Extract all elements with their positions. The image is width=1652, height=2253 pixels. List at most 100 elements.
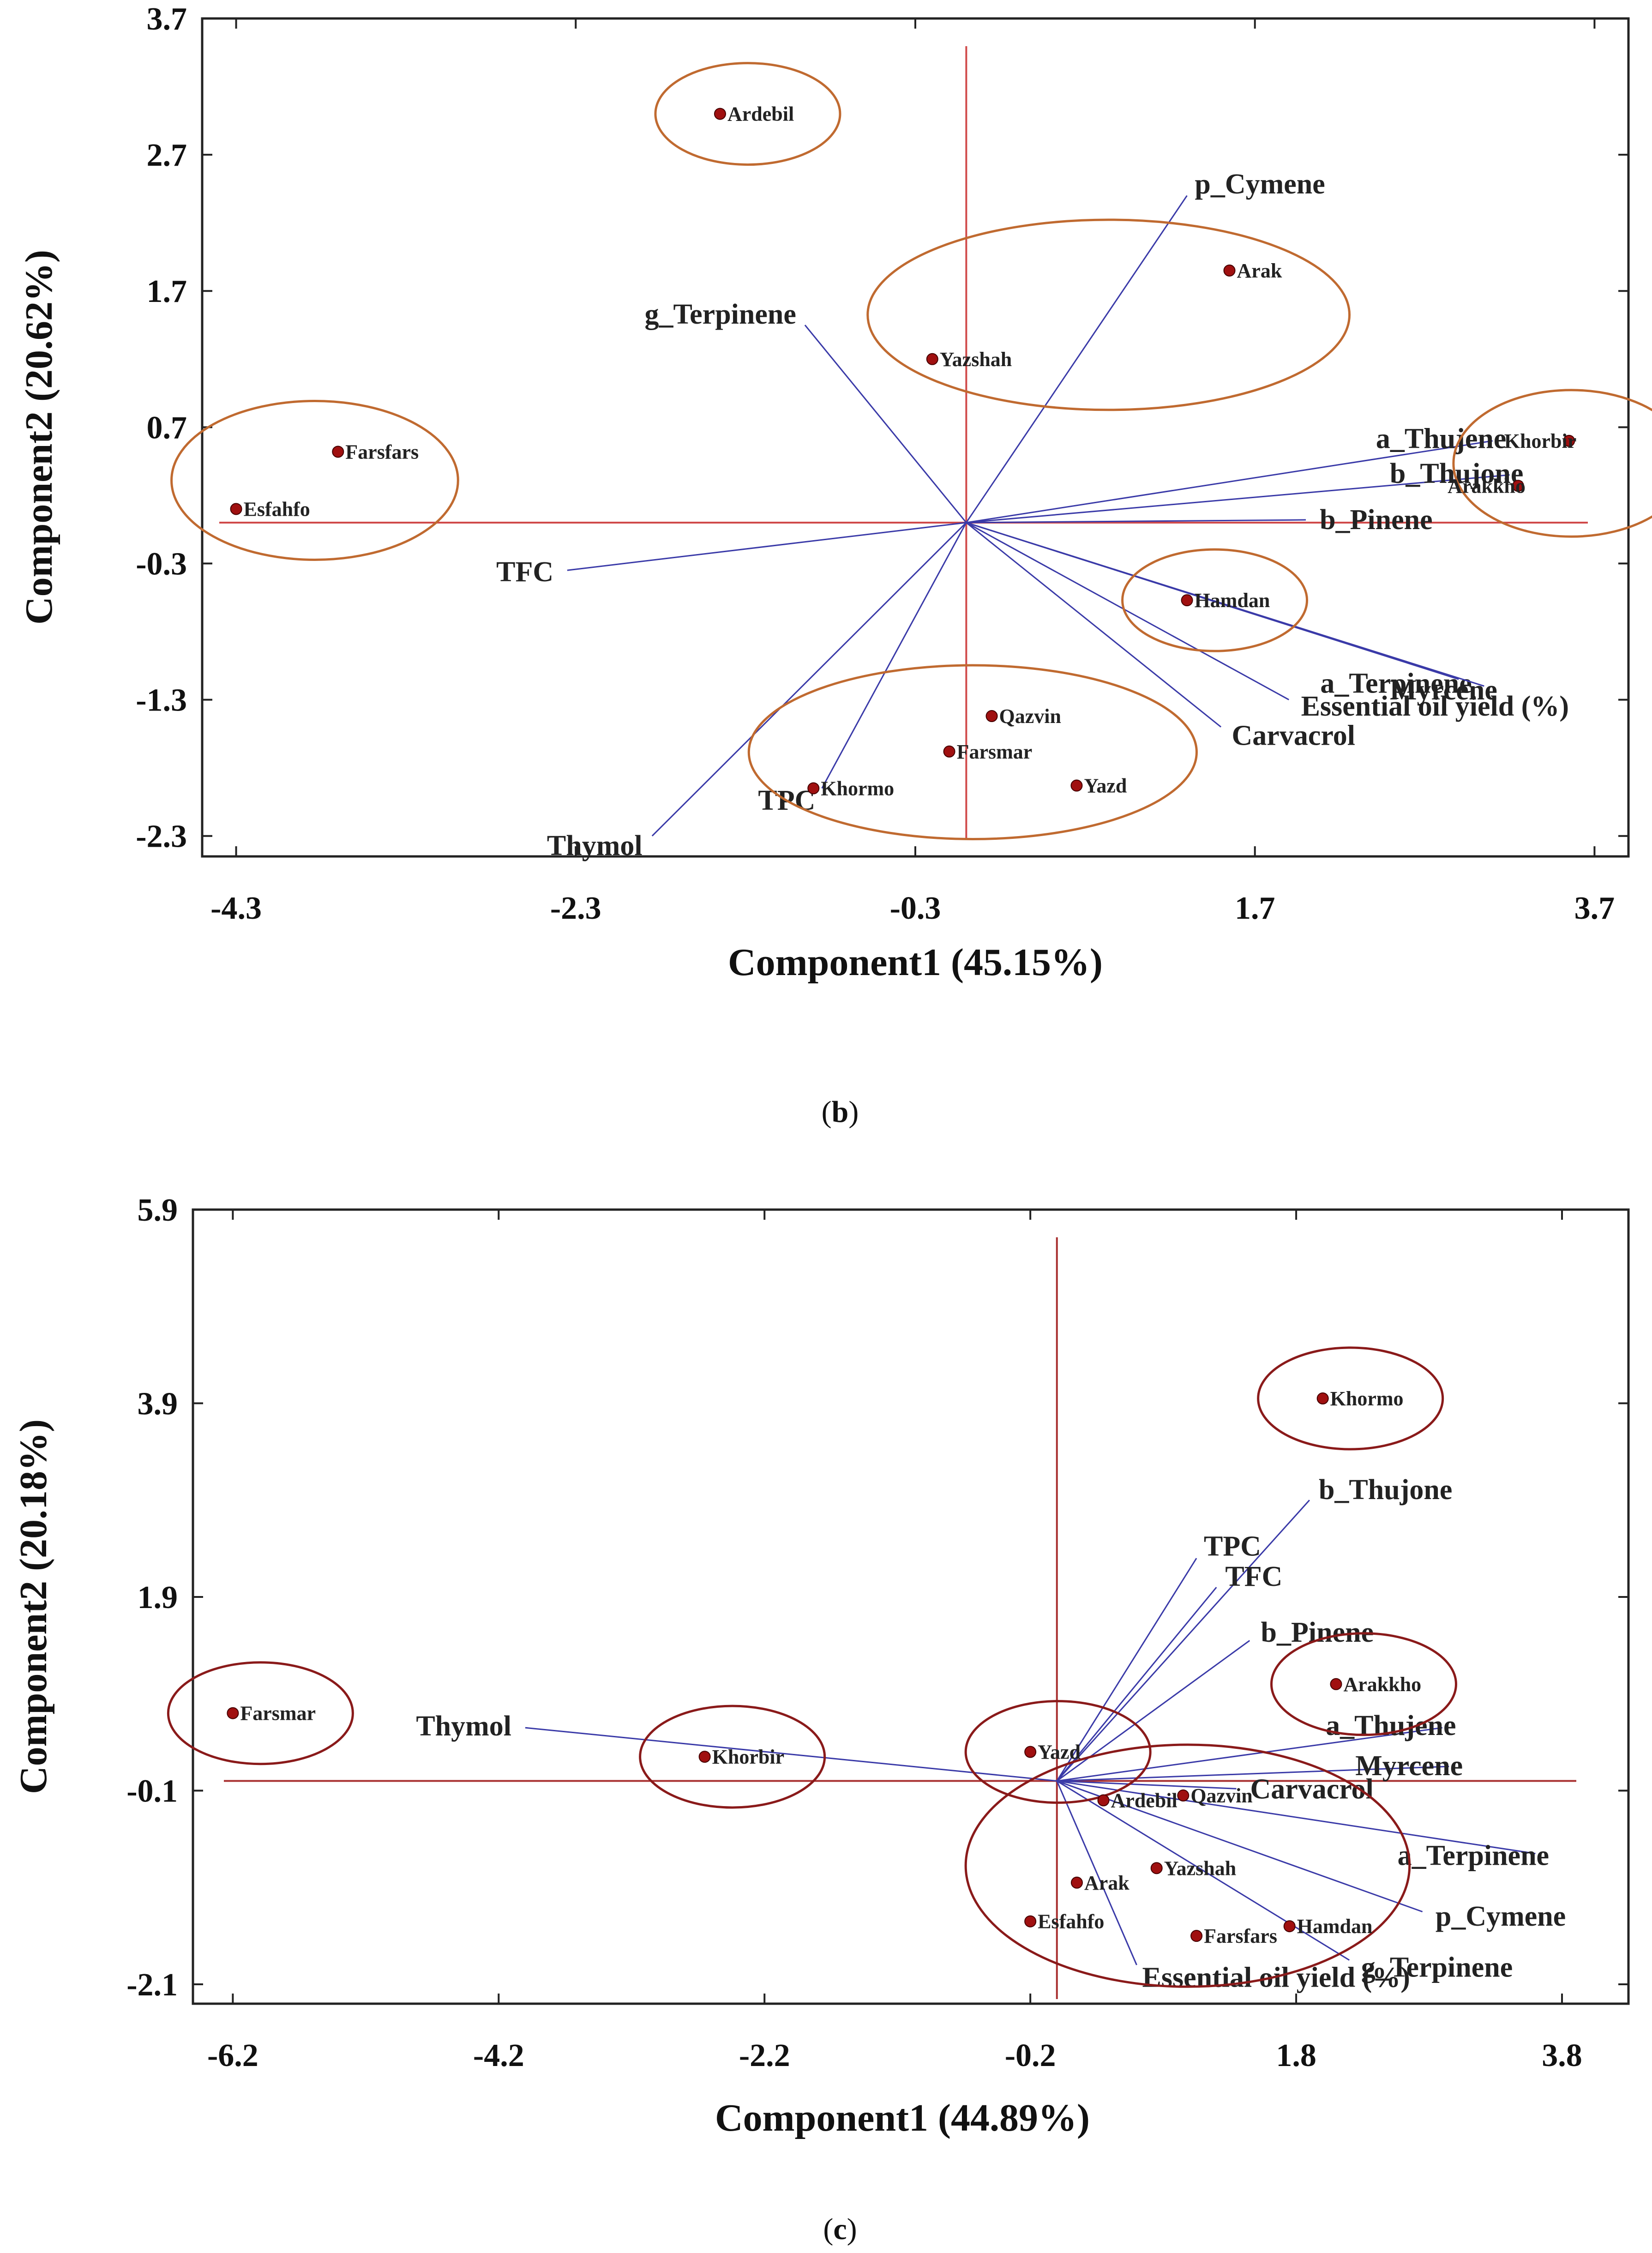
point-hamdan-b bbox=[1181, 594, 1193, 607]
group-ellipse-5-c bbox=[964, 1700, 1152, 1804]
x-tick-label-b: -4.3 bbox=[210, 891, 262, 926]
x-tick-label-c: -2.2 bbox=[739, 2038, 790, 2073]
y-axis-title-c: Component2 (20.18%) bbox=[12, 1419, 55, 1794]
panel-label-b: (b) bbox=[822, 1095, 859, 1129]
y-tick-label-c: -0.1 bbox=[126, 1774, 178, 1809]
y-tick-label-b: 2.7 bbox=[147, 138, 187, 173]
point-label-ardebil-c: Ardebil bbox=[1111, 1789, 1177, 1812]
point-farsmar-c bbox=[227, 1707, 239, 1719]
plot-frame-c bbox=[192, 1208, 1630, 2005]
vector-myrcene-c bbox=[1057, 1765, 1449, 1782]
point-label-khormo-b: Khormo bbox=[821, 777, 894, 800]
vector-label-b-pinene-b: b_Pinene bbox=[1320, 504, 1433, 536]
plot-frame-b bbox=[201, 17, 1630, 858]
group-ellipse-4-b bbox=[1452, 389, 1652, 538]
point-arak-b bbox=[1223, 264, 1236, 277]
point-khormo-b bbox=[807, 782, 820, 795]
vector-thymol-c bbox=[525, 1727, 1057, 1782]
group-ellipse-3-c bbox=[167, 1661, 354, 1765]
vector-tpc-b bbox=[821, 522, 967, 789]
vector-label-myrcene-c: Myrcene bbox=[1355, 1750, 1463, 1782]
point-yazd-b bbox=[1070, 779, 1083, 792]
vector-label-tfc-b: TFC bbox=[496, 556, 553, 588]
y-tick-label-c: 3.9 bbox=[138, 1386, 178, 1422]
vector-label-a-terpinene-c: a_Terpinene bbox=[1398, 1840, 1549, 1871]
vector-carvacrol-c bbox=[1057, 1780, 1237, 1789]
point-ardebil-c bbox=[1097, 1794, 1110, 1807]
point-ardebil-b bbox=[714, 108, 726, 120]
point-farsmar-b bbox=[943, 745, 955, 758]
x-tick-label-b: 1.7 bbox=[1235, 891, 1275, 926]
point-yazshah-c bbox=[1150, 1862, 1163, 1874]
x-tick-label-c: 3.8 bbox=[1542, 2038, 1582, 2073]
point-arakkho-b bbox=[1512, 480, 1524, 492]
y-tick-label-c: -2.1 bbox=[126, 1967, 178, 2003]
x-tick-label-b: 3.7 bbox=[1574, 891, 1615, 926]
vector-b-thujone-b bbox=[966, 474, 1510, 524]
point-label-yazd-c: Yazd bbox=[1038, 1741, 1081, 1764]
group-ellipse-6-b bbox=[747, 664, 1198, 840]
vector-label-carvacrol-b: Carvacrol bbox=[1232, 720, 1355, 751]
vector-b-thujone-c bbox=[1056, 1500, 1310, 1782]
vector-label-a-terpinene-b: a_Terpinene bbox=[1320, 668, 1472, 699]
point-farsfars-b bbox=[332, 446, 344, 458]
vector-b-pinene-b bbox=[966, 519, 1306, 524]
x-axis-title-c: Component1 (44.89%) bbox=[715, 2096, 1090, 2139]
y-tick-label-b: 1.7 bbox=[147, 274, 187, 309]
vector-label-myrcene-b: Myrcene bbox=[1390, 675, 1497, 706]
vector-a-thujene-b bbox=[966, 440, 1493, 524]
point-khormo-c bbox=[1316, 1392, 1329, 1405]
point-yazd-c bbox=[1024, 1746, 1037, 1758]
biplot-c: Component1 (44.89%) Component2 (20.18%) … bbox=[12, 1193, 1630, 2246]
group-ellipse-3-b bbox=[170, 399, 459, 561]
vector-label-p-cymene-b: p_Cymene bbox=[1195, 169, 1325, 200]
y-tick-label-c: 5.9 bbox=[138, 1193, 178, 1228]
vector-label-b-pinene-c: b_Pinene bbox=[1261, 1617, 1374, 1648]
x-tick-label-c: 1.8 bbox=[1276, 2038, 1316, 2073]
group-ellipse-6-c bbox=[964, 1743, 1411, 1988]
x-tick-label-c: -4.2 bbox=[473, 2038, 524, 2073]
point-label-ardebil-b: Ardebil bbox=[727, 103, 794, 126]
vector-label-b-thujone-c: b_Thujone bbox=[1319, 1474, 1452, 1506]
vector-label-p-cymene-c: p_Cymene bbox=[1436, 1901, 1566, 1932]
x-tick-label-c: -6.2 bbox=[207, 2038, 258, 2073]
point-hamdan-c bbox=[1283, 1920, 1296, 1933]
group-ellipse-1-c bbox=[1257, 1346, 1444, 1451]
point-label-hamdan-b: Hamdan bbox=[1195, 589, 1270, 612]
point-esfahfo-c bbox=[1024, 1915, 1037, 1928]
point-label-yazshah-b: Yazshah bbox=[940, 348, 1012, 371]
point-qazvin-b bbox=[985, 710, 998, 723]
point-esfahfo-b bbox=[230, 503, 242, 515]
group-ellipse-4-c bbox=[639, 1705, 826, 1809]
point-arakkho-c bbox=[1330, 1678, 1342, 1690]
point-label-arakkho-b: Arakkho bbox=[1448, 475, 1526, 497]
vector-label-thymol-b: Thymol bbox=[547, 830, 643, 861]
point-label-esfahfo-c: Esfahfo bbox=[1038, 1910, 1104, 1933]
x-tick-label-b: -2.3 bbox=[550, 891, 601, 926]
vector-thymol-b bbox=[651, 522, 967, 837]
vector-essential-oil-yield-c bbox=[1056, 1780, 1137, 1965]
vector-carvacrol-b bbox=[966, 522, 1222, 728]
point-label-khorbir-b: Khorbir bbox=[1504, 430, 1576, 452]
point-label-farsfars-b: Farsfars bbox=[345, 440, 419, 463]
vector-g-terpinene-c bbox=[1056, 1780, 1350, 1961]
point-label-farsmar-c: Farsmar bbox=[240, 1702, 316, 1725]
vector-label-thymol-c: Thymol bbox=[416, 1711, 511, 1742]
point-label-arak-b: Arak bbox=[1237, 259, 1282, 282]
vector-tfc-c bbox=[1056, 1587, 1217, 1782]
vector-label-g-terpinene-c: g_Terpinene bbox=[1361, 1952, 1513, 1983]
point-farsfars-c bbox=[1190, 1930, 1203, 1942]
y-tick-label-c: 1.9 bbox=[138, 1580, 178, 1615]
vector-essential-oil-yield-b bbox=[966, 522, 1290, 700]
point-khorbir-c bbox=[698, 1751, 711, 1763]
vector-label-carvacrol-c: Carvacrol bbox=[1250, 1774, 1373, 1805]
group-ellipse-2-b bbox=[866, 218, 1351, 411]
point-label-arak-c: Arak bbox=[1084, 1872, 1129, 1894]
point-label-arakkho-c: Arakkho bbox=[1343, 1673, 1421, 1696]
y-tick-label-b: -1.3 bbox=[136, 683, 187, 718]
point-label-yazd-b: Yazd bbox=[1084, 775, 1127, 797]
vector-myrcene-b bbox=[966, 522, 1484, 687]
y-tick-label-b: 0.7 bbox=[147, 410, 187, 446]
point-yazshah-b bbox=[926, 353, 938, 365]
point-khorbir-b bbox=[1563, 434, 1575, 447]
